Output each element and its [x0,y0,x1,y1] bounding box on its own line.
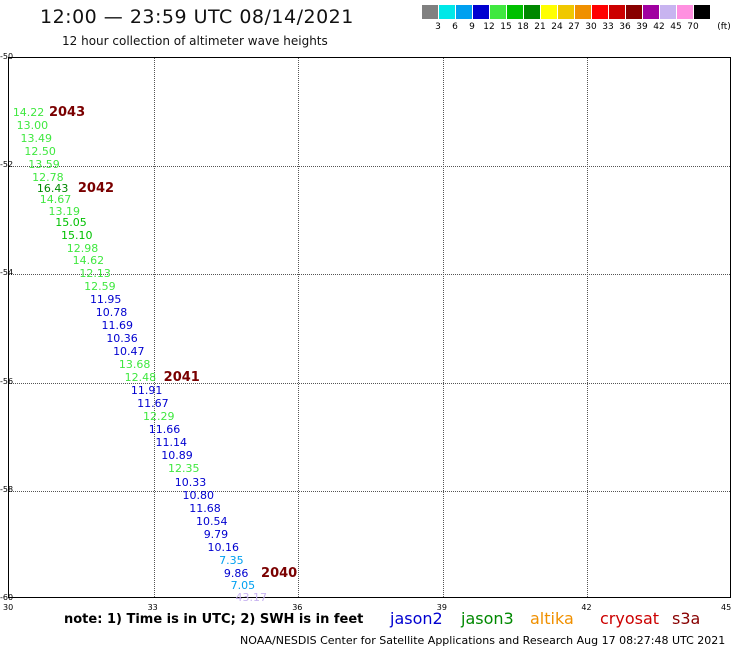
legend-swatch [524,5,540,19]
satellite-label-jason2: jason2 [390,609,443,628]
wave-height-reading: 11.91 [130,383,163,397]
legend-label: 39 [636,22,648,32]
wave-height-reading: 10.36 [106,332,138,346]
legend-label: 27 [568,22,580,32]
legend-swatch [592,5,608,19]
map-title: 12:00 — 23:59 UTC 08/14/2021 [40,6,354,28]
legend-label: 18 [517,22,529,32]
orbit-pass-label: 2042 [77,181,115,196]
wave-height-reading: 12.50 [24,145,56,159]
wave-height-reading: 7.05 [230,579,256,593]
parallel-gridline [9,274,730,276]
wave-height-reading: 13.68 [118,357,151,371]
wave-height-reading: 12.35 [168,462,200,476]
wave-height-reading: 10.33 [174,475,207,489]
wave-height-reading: 16.43 [36,182,69,195]
legend-swatch [558,5,574,19]
credit-line: NOAA/NESDIS Center for Satellite Applica… [240,634,726,647]
wave-height-reading: 10.54 [195,514,228,528]
legend-swatch [609,5,625,19]
wave-height-reading: 10.80 [182,488,214,502]
wave-height-reading: 10.89 [161,449,193,463]
legend-swatch [507,5,523,19]
legend-swatch [456,5,472,19]
satellite-label-altika: altika [530,609,574,628]
map-subtitle: 12 hour collection of altimeter wave hei… [62,34,328,48]
wave-height-reading: 13.59 [28,158,60,172]
wave-height-reading: 9.86 [223,567,249,581]
legend-swatch [422,5,438,19]
legend-label: 33 [602,22,614,32]
parallel-gridline [9,382,730,384]
legend-swatch [541,5,557,19]
legend-swatch [439,5,455,19]
wave-height-reading: 9.79 [203,527,229,541]
legend-label: 6 [452,22,458,32]
wave-height-reading: 10.78 [95,305,128,319]
meridian-gridline [153,58,155,597]
satellite-label-jason3: jason3 [461,609,514,628]
wave-height-reading: 11.69 [101,318,134,332]
wave-height-reading: 12.59 [84,279,116,293]
legend-label: 15 [500,22,512,32]
wave-height-reading: 15.05 [55,216,87,230]
satellite-label-s3a: s3a [672,609,701,628]
wave-height-reading: 11.68 [189,501,221,515]
legend-label: 9 [469,22,475,32]
wave-height-reading: 13.00 [16,118,49,132]
meridian-gridline [587,58,589,597]
legend-label: 30 [585,22,597,32]
color-legend: 3 6 9 12 15 18 21 24 27 30 33 36 39 42 45 70 (ft) [0,0,740,40]
wave-height-reading: 43.17 [235,591,268,604]
legend-label: 36 [619,22,631,32]
wave-height-reading: 12.13 [79,266,111,280]
wave-height-reading: 10.47 [113,344,145,358]
parallel-gridline [9,166,730,168]
wave-height-reading: 14.22 [12,105,45,119]
wave-height-reading: 12.48 [124,370,157,384]
legend-swatch [694,5,710,19]
legend-swatch [473,5,489,19]
orbit-pass-label: 2041 [163,369,200,385]
wave-height-reading: 14.67 [39,192,72,206]
legend-unit: (ft) [717,22,731,32]
wave-height-reading: 10.16 [207,540,240,554]
parallel-gridline [9,490,730,492]
wave-height-reading: 11.95 [89,293,122,307]
orbit-pass-label: 2043 [48,104,86,120]
legend-swatch [677,5,693,19]
wave-height-reading: 15.10 [61,229,93,243]
footer-note: note: 1) Time is in UTC; 2) SWH is in fe… [64,612,364,627]
orbit-pass-label: 2040 [261,566,298,582]
legend-label: 3 [435,22,441,32]
satellite-label-cryosat: cryosat [600,609,660,628]
wave-height-reading: 11.66 [148,423,181,437]
legend-label: 42 [653,22,665,32]
plot-area [8,57,731,598]
wave-height-reading: 13.19 [48,204,80,218]
legend-swatch [626,5,642,19]
wave-height-reading: 7.35 [219,553,244,567]
legend-swatch [575,5,591,19]
legend-label: 70 [687,22,699,32]
legend-label: 12 [483,22,495,32]
legend-swatch [643,5,659,19]
meridian-gridline [298,58,300,597]
wave-height-reading: 11.67 [137,396,169,410]
wave-height-reading: 11.14 [155,436,187,450]
legend-label: 21 [534,22,546,32]
meridian-gridline [442,58,444,597]
legend-swatch [660,5,676,19]
wave-height-reading: 12.98 [66,242,99,256]
wave-height-reading: 12.78 [32,171,64,185]
legend-label: 24 [551,22,563,32]
wave-height-reading: 14.62 [72,254,105,268]
legend-swatch [490,5,506,19]
wave-height-reading: 13.49 [20,132,53,146]
legend-label: 45 [670,22,682,32]
wave-height-reading: 12.29 [142,410,175,424]
